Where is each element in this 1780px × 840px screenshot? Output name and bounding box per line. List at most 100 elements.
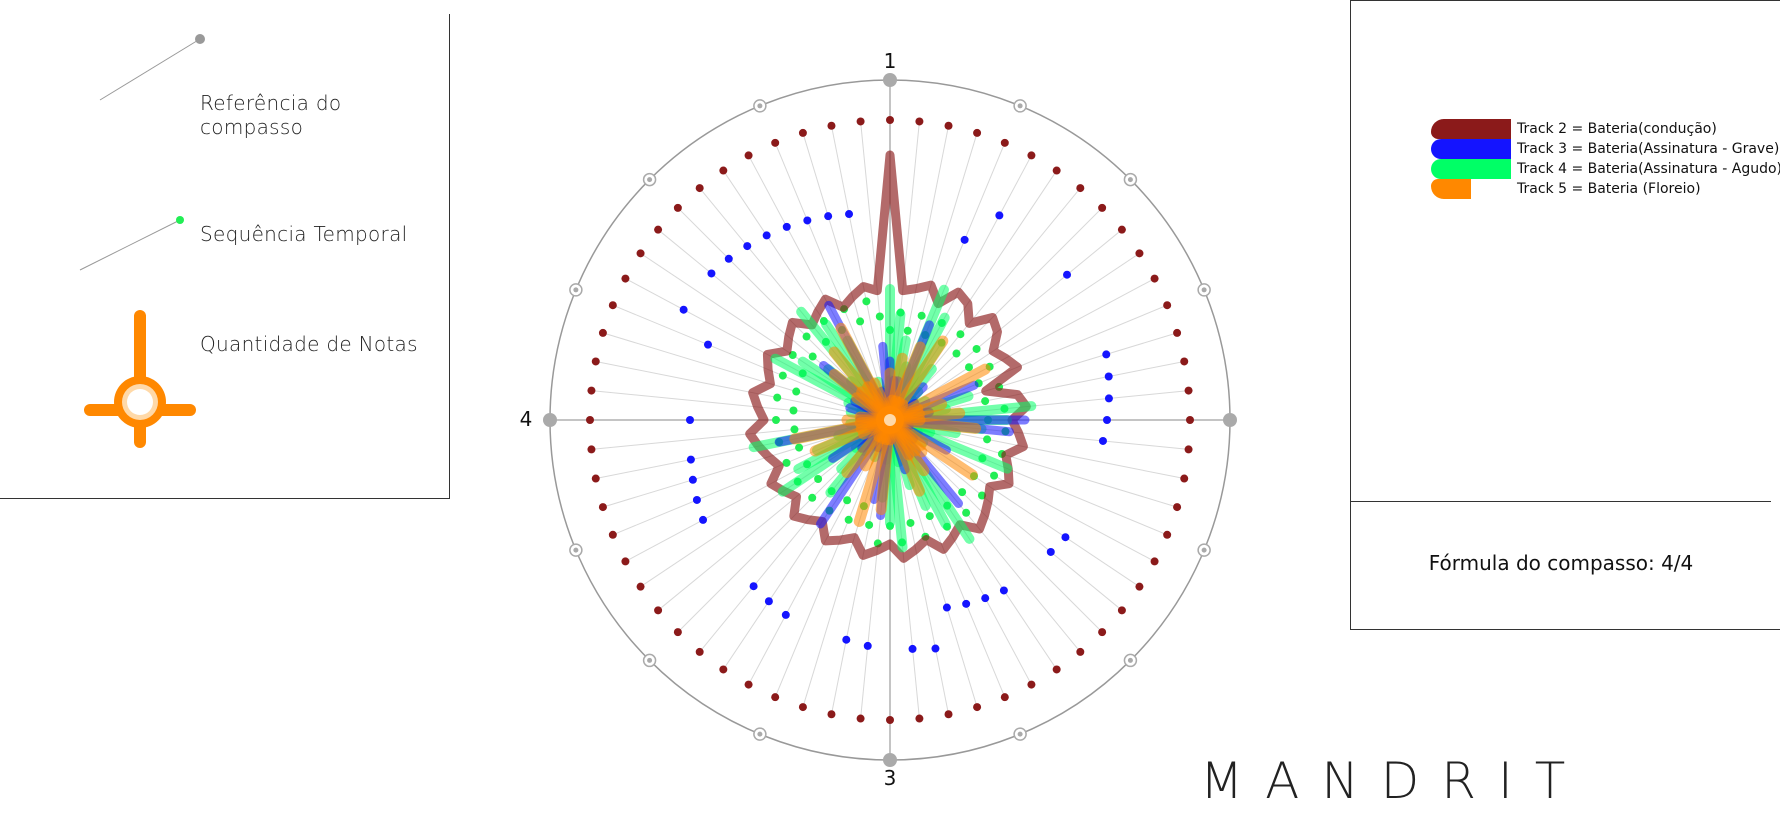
track3-dot xyxy=(1098,436,1107,445)
track4-dot xyxy=(789,406,798,415)
track2-dot xyxy=(621,274,630,283)
radial-diagram: 1234 xyxy=(520,50,1240,790)
subdivision-marker-core xyxy=(573,547,579,553)
track4-dot xyxy=(990,471,999,480)
subdivision-marker-core xyxy=(757,103,763,109)
track2-dot xyxy=(798,703,807,712)
track4-dot xyxy=(843,496,852,505)
subdivision-marker-core xyxy=(1127,657,1133,663)
track3-dot xyxy=(842,635,851,644)
track3-dot xyxy=(679,305,688,314)
track3-dot xyxy=(962,599,971,608)
track3-dot xyxy=(803,216,812,225)
track3-dot xyxy=(692,495,701,504)
track3-dot xyxy=(686,455,695,464)
track2-shape xyxy=(745,150,1031,563)
radial-spoke xyxy=(802,132,888,411)
track2-dot xyxy=(598,503,607,512)
track4-dot xyxy=(792,387,801,396)
track2-dot xyxy=(827,710,836,719)
track3-dot xyxy=(707,269,716,278)
radial-spoke xyxy=(899,422,1178,508)
track4-dot xyxy=(795,443,804,452)
reference-label: Referência do compasso xyxy=(200,91,342,139)
radial-spoke xyxy=(897,425,1123,611)
track3-dot xyxy=(942,603,951,612)
subdivision-marker-core xyxy=(1201,287,1207,293)
info-panel: Track 2 = Bateria(condução) Track 3 = Ba… xyxy=(1350,0,1780,630)
track4-dot xyxy=(983,435,992,444)
track4-dot xyxy=(865,520,874,529)
radial-spoke xyxy=(602,332,881,418)
track-item: Track 2 = Bateria(condução) xyxy=(1431,119,1771,139)
track2-dot xyxy=(673,203,682,212)
track4-dot xyxy=(875,312,884,321)
track2-dot xyxy=(695,647,704,656)
track2-dot xyxy=(598,328,607,337)
track-legend: Track 2 = Bateria(condução) Track 3 = Ba… xyxy=(1431,119,1780,199)
track2-dot xyxy=(719,665,728,674)
track2-dot xyxy=(1076,647,1085,656)
track2-dot xyxy=(1027,151,1036,160)
track2-dot xyxy=(915,117,924,126)
sequence-dot-icon xyxy=(176,216,184,224)
track2-dot xyxy=(587,445,596,454)
notes-label: Quantidade de Notas xyxy=(200,332,418,356)
track4-dot xyxy=(772,416,780,424)
track-item: Track 5 = Bateria (Floreio) xyxy=(1431,179,1771,199)
track2-dot xyxy=(944,710,953,719)
track4-dot xyxy=(802,332,811,341)
track4-dot xyxy=(977,491,986,500)
subdivision-marker-core xyxy=(647,657,653,663)
track3-dot xyxy=(686,416,694,424)
radial-spoke xyxy=(595,360,881,419)
track3-dot xyxy=(1063,270,1072,279)
subdivision-marker-core xyxy=(1017,731,1023,737)
notes-marker-icon xyxy=(84,310,196,448)
track2-dot xyxy=(1173,503,1182,512)
track3-dot xyxy=(824,212,833,221)
track3-dot xyxy=(782,222,791,231)
sequence-line-icon xyxy=(79,219,181,271)
track2-dot xyxy=(771,693,780,702)
track2-dot xyxy=(1173,328,1182,337)
track4-dot xyxy=(773,393,782,402)
track3-dot xyxy=(995,211,1004,220)
track4-dot xyxy=(972,344,981,353)
track2-dot xyxy=(1184,386,1193,395)
track2-dot xyxy=(1117,225,1126,234)
track2-dot xyxy=(944,121,953,130)
track2-dot xyxy=(1163,530,1172,539)
beat-label: 3 xyxy=(884,766,897,790)
track4-dot xyxy=(956,330,965,339)
track3-dot xyxy=(931,644,940,653)
track2-dot xyxy=(1135,582,1144,591)
subdivision-marker-core xyxy=(647,177,653,183)
track2-dot xyxy=(1027,680,1036,689)
track3-dot xyxy=(764,597,773,606)
radial-spoke xyxy=(898,252,1140,415)
track2-dot xyxy=(1052,166,1061,175)
track2-dot xyxy=(636,582,645,591)
track4-dot xyxy=(962,508,971,517)
track2-dot xyxy=(608,301,617,310)
track3-dot xyxy=(1061,533,1070,542)
track2-dot xyxy=(586,416,594,424)
track3-dot xyxy=(699,515,708,524)
track4-dot xyxy=(808,493,817,502)
track3-dot xyxy=(1102,350,1111,359)
track2-dot xyxy=(1163,301,1172,310)
track3-dot xyxy=(999,586,1008,595)
track3-dot xyxy=(1103,416,1111,424)
beat-label: 1 xyxy=(884,50,897,73)
track4-dot xyxy=(917,311,926,320)
track4-dot xyxy=(856,317,865,326)
track4-dot xyxy=(778,371,787,380)
track3-dot xyxy=(743,242,752,251)
track3-dot xyxy=(688,475,697,484)
track3-dot xyxy=(908,644,917,653)
track-label: Track 5 = Bateria (Floreio) xyxy=(1517,181,1701,197)
track2-dot xyxy=(673,628,682,637)
track2-dot xyxy=(886,116,894,124)
track2-dot xyxy=(856,714,865,723)
